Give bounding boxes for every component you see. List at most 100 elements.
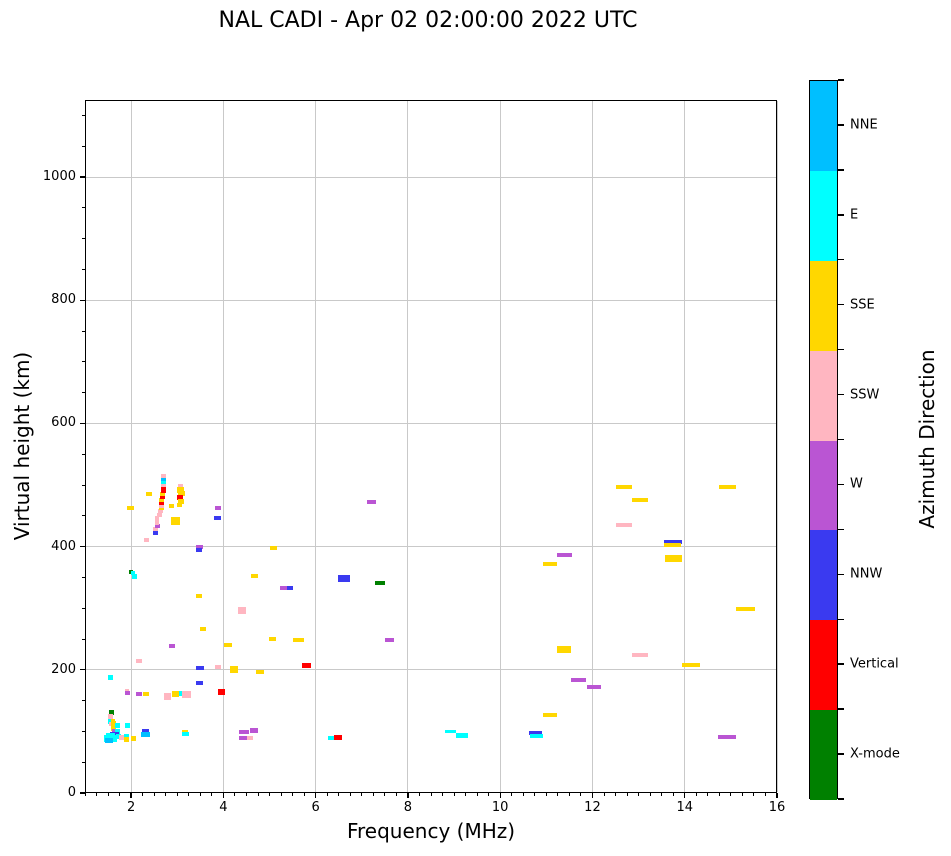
data-point-sse xyxy=(176,486,184,493)
colorbar-category-label: Vertical xyxy=(850,656,899,672)
y-gridline xyxy=(86,422,776,424)
x-minor-tick xyxy=(165,793,167,796)
x-minor-tick xyxy=(568,793,570,796)
x-minor-tick xyxy=(649,793,651,796)
data-point-vertical xyxy=(160,494,165,499)
x-tick-label: 2 xyxy=(126,800,136,815)
colorbar-category-label: X-mode xyxy=(850,746,900,762)
data-point-e xyxy=(131,574,137,580)
data-point-e xyxy=(116,734,122,740)
data-point-w xyxy=(214,506,221,511)
data-point-sse xyxy=(195,593,202,598)
data-point-vertical xyxy=(217,688,225,695)
x-minor-tick xyxy=(176,793,178,796)
x-minor-tick xyxy=(522,793,524,796)
x-minor-tick xyxy=(764,793,766,796)
y-minor-tick xyxy=(82,576,85,578)
data-point-ssw xyxy=(631,653,648,658)
colorbar-tick xyxy=(838,483,844,486)
data-point-sse xyxy=(171,691,179,698)
data-point-vertical xyxy=(177,495,184,501)
chart-title: NAL CADI - Apr 02 02:00:00 2022 UTC xyxy=(218,8,638,33)
colorbar-tick xyxy=(838,303,844,306)
x-major-tick xyxy=(499,793,501,798)
x-minor-tick xyxy=(245,793,247,796)
y-tick-label: 400 xyxy=(51,538,76,554)
data-point-sse xyxy=(143,691,150,696)
x-minor-tick xyxy=(603,793,605,796)
data-point-ssw xyxy=(160,483,166,487)
x-minor-tick xyxy=(453,793,455,796)
data-point-e xyxy=(108,719,114,725)
x-gridline xyxy=(684,101,686,792)
data-point-ssw xyxy=(247,735,254,740)
data-point-w xyxy=(135,691,142,696)
data-point-nne xyxy=(141,731,151,737)
colorbar-tick xyxy=(838,753,844,755)
colorbar-axis-label: Azimuth Direction xyxy=(915,349,939,529)
data-point-sse xyxy=(718,484,736,489)
data-point-vertical xyxy=(159,500,165,505)
x-minor-tick xyxy=(361,793,363,796)
y-gridline xyxy=(86,546,776,548)
data-point-w xyxy=(112,728,118,734)
y-tick-label: 0 xyxy=(67,785,76,800)
data-point-ssw xyxy=(118,735,124,741)
data-point-nnw xyxy=(663,539,682,544)
colorbar-boundary-tick xyxy=(838,169,844,171)
x-minor-tick xyxy=(338,793,340,796)
colorbar-tick xyxy=(838,573,844,575)
data-point-nnw xyxy=(287,585,294,590)
data-point-ssw xyxy=(135,658,142,663)
x-minor-tick xyxy=(269,793,271,796)
colorbar-boundary-tick xyxy=(838,708,844,710)
colorbar-category-label: NNE xyxy=(850,117,878,133)
data-point-sse xyxy=(615,484,632,489)
data-point-sse xyxy=(182,730,189,735)
colorbar-category-label: SSW xyxy=(850,387,880,403)
x-tick-label: 8 xyxy=(403,800,413,815)
y-major-tick xyxy=(80,669,85,671)
colorbar-segment-sse xyxy=(810,260,837,351)
colorbar-category-label: NNW xyxy=(850,566,883,582)
x-minor-tick xyxy=(211,793,213,796)
x-minor-tick xyxy=(476,793,478,796)
x-minor-tick xyxy=(234,793,236,796)
y-minor-tick xyxy=(82,114,85,116)
data-point-sse xyxy=(681,663,700,668)
x-major-tick xyxy=(684,793,686,798)
y-gridline xyxy=(86,669,776,671)
colorbar-category-label: SSE xyxy=(850,297,875,313)
data-point-sse xyxy=(664,555,682,563)
data-point-w xyxy=(124,691,130,696)
data-point-sse xyxy=(126,506,134,511)
data-point-nne xyxy=(104,738,113,744)
x-minor-tick xyxy=(84,793,86,796)
colorbar-segment-vertical xyxy=(810,620,837,711)
x-minor-tick xyxy=(545,793,547,796)
x-tick-label: 14 xyxy=(676,800,693,815)
data-point-w xyxy=(366,499,376,504)
x-tick-label: 4 xyxy=(219,800,228,815)
data-point-ssw xyxy=(144,538,150,543)
y-minor-tick xyxy=(82,392,85,394)
colorbar-tick xyxy=(838,214,844,216)
data-point-nnw xyxy=(529,731,543,736)
data-point-sse xyxy=(177,490,185,496)
data-point-nne xyxy=(161,476,167,482)
x-minor-tick xyxy=(303,793,305,796)
x-minor-tick xyxy=(580,793,582,796)
x-minor-tick xyxy=(96,793,98,796)
x-minor-tick xyxy=(488,793,490,796)
x-minor-tick xyxy=(534,793,536,796)
x-tick-label: 16 xyxy=(768,800,786,815)
colorbar-segment-nne xyxy=(810,81,837,171)
x-minor-tick xyxy=(326,793,328,796)
data-point-ssw xyxy=(237,607,246,615)
data-point-sse xyxy=(543,562,558,567)
data-point-sse xyxy=(158,506,164,511)
x-major-tick xyxy=(591,793,594,798)
data-point-e xyxy=(182,732,190,737)
data-point-sse xyxy=(168,503,174,508)
data-point-sse xyxy=(160,491,165,496)
